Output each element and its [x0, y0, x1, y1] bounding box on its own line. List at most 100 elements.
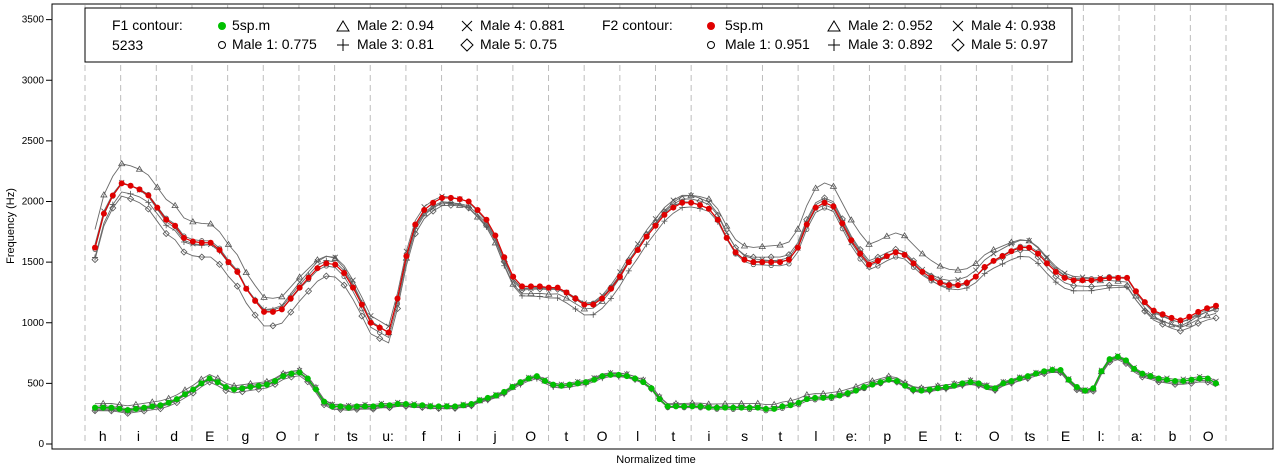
f2-main-point — [421, 206, 428, 213]
f2-main-point — [892, 249, 899, 256]
speaker-point — [1088, 287, 1095, 294]
speaker-point — [242, 268, 250, 276]
speaker-point — [189, 389, 197, 397]
speaker-point — [1008, 241, 1015, 247]
f1-main-point — [468, 400, 475, 407]
f2-main-point — [1017, 244, 1024, 251]
f2-main-point — [1186, 313, 1193, 320]
f2-main-point — [848, 237, 855, 244]
f1-main-point — [100, 404, 107, 411]
speaker-point — [687, 191, 695, 198]
f1-main-point — [754, 404, 761, 411]
x-axis-title: Normalized time — [616, 454, 695, 466]
main-contours — [92, 180, 1219, 414]
f2-main-point — [990, 257, 997, 264]
segment-label: E — [918, 428, 927, 444]
f1-main-point — [1024, 373, 1031, 380]
legend-f2-entry-male4: Male 4: 0.938 — [971, 17, 1056, 33]
f2-main-point — [1141, 299, 1148, 306]
f2-main-point — [794, 244, 801, 251]
speaker-point — [222, 386, 230, 395]
legend: F1 contour: 5233 F2 contour: 5sp.m Male … — [84, 7, 1073, 63]
f1-main-point — [452, 403, 459, 410]
f2-main-point — [981, 263, 988, 270]
segment-label: l — [636, 428, 639, 444]
f2-main-point — [207, 239, 214, 246]
f2-main-point — [385, 329, 392, 336]
speaker-point — [156, 405, 165, 413]
f1-main-point — [812, 394, 819, 401]
f2-main-point — [198, 239, 205, 246]
speaker-point — [173, 399, 181, 407]
speaker-point — [536, 293, 543, 300]
speaker-point — [1052, 272, 1060, 280]
segment-label: t — [671, 428, 675, 444]
speaker-point — [251, 311, 259, 319]
speaker-point — [981, 270, 988, 277]
f2-main-point — [866, 261, 873, 268]
f2-main-point — [1132, 288, 1139, 295]
f1-main-point — [509, 384, 516, 391]
speaker-point — [1087, 283, 1096, 291]
f1-main-point — [1114, 353, 1121, 360]
legend-f1-entry-male4: Male 4: 0.881 — [480, 17, 565, 33]
f2-main-point — [278, 306, 285, 313]
y-tick-label: 2500 — [22, 136, 45, 147]
f2-main-point — [1070, 277, 1077, 284]
f1-main-point — [214, 379, 221, 386]
plot-frame — [51, 3, 1274, 450]
f1-main-point — [402, 400, 409, 407]
f2-main-point — [1204, 305, 1211, 312]
speaker-point — [163, 222, 170, 229]
f1-main-point — [591, 376, 598, 383]
speaker-point — [1171, 380, 1179, 388]
f1-main-point — [648, 385, 655, 392]
speaker-point — [91, 256, 99, 264]
speaker-point — [304, 287, 313, 295]
speaker-point — [358, 312, 366, 320]
speaker-point — [1194, 319, 1202, 327]
speaker-point — [117, 159, 126, 167]
speaker-point — [447, 201, 455, 209]
segment-label: ts — [1024, 428, 1035, 444]
f2-main-point — [367, 319, 374, 326]
speaker-point — [1052, 279, 1059, 286]
segment-label: O — [276, 428, 287, 444]
speaker-point — [332, 254, 338, 261]
f2-main-point — [679, 199, 686, 206]
segment-label: g — [242, 428, 250, 444]
speaker-point — [989, 246, 998, 253]
f2-main-point — [234, 268, 241, 275]
speaker-point — [865, 240, 873, 247]
f2-main-point — [1026, 244, 1033, 251]
f1-main-point — [795, 399, 802, 406]
segment-label: i — [137, 428, 140, 444]
f2-main-point — [590, 301, 597, 308]
f2-main-point — [189, 238, 196, 245]
y-tick-label: 2000 — [22, 197, 45, 208]
f2-main-point — [963, 279, 970, 286]
speaker-point — [847, 216, 855, 223]
f1-main-point — [942, 384, 949, 391]
f2-main-point — [216, 247, 223, 253]
speaker-point — [1187, 379, 1196, 387]
segment-label: u: — [382, 428, 394, 444]
speaker-point — [1035, 260, 1042, 267]
f1-main-point — [517, 379, 524, 386]
f1-main-point — [877, 379, 884, 386]
speaker-point — [376, 334, 384, 342]
speaker-point — [918, 250, 927, 257]
f2-main-point — [519, 283, 526, 290]
f1-main-point — [746, 404, 753, 411]
legend-f2-male4-marker — [952, 20, 964, 32]
f1-main-point — [902, 382, 909, 389]
f2-main-point — [154, 204, 161, 211]
f2-main-point — [1106, 274, 1113, 281]
f1-main-point — [190, 386, 197, 393]
segment-label: s — [741, 428, 748, 444]
f1-main-point — [329, 403, 336, 410]
f1-main-point — [951, 382, 958, 389]
speaker-point — [1123, 282, 1131, 290]
f1-main-point — [1131, 365, 1138, 372]
f1-main-point — [975, 380, 982, 387]
